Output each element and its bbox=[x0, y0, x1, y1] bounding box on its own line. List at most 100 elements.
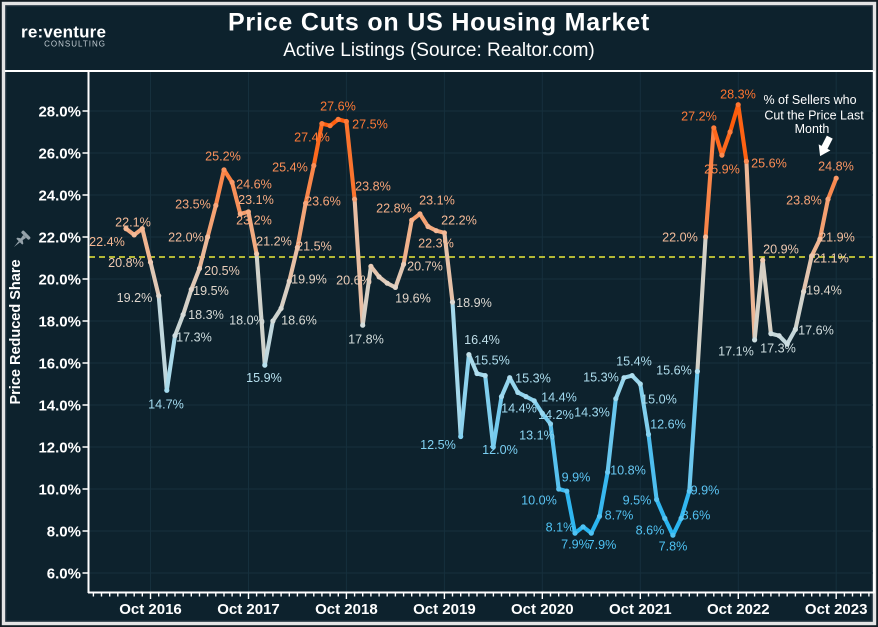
svg-text:17.3%: 17.3% bbox=[176, 330, 212, 344]
svg-text:7.9%: 7.9% bbox=[588, 538, 617, 552]
svg-text:12.5%: 12.5% bbox=[420, 438, 456, 452]
svg-text:9.5%: 9.5% bbox=[623, 493, 652, 507]
svg-text:25.9%: 25.9% bbox=[704, 162, 740, 176]
svg-text:22.2%: 22.2% bbox=[441, 213, 477, 227]
svg-text:18.3%: 18.3% bbox=[188, 308, 224, 322]
svg-text:Month: Month bbox=[795, 122, 830, 136]
svg-text:22.0%: 22.0% bbox=[38, 229, 81, 246]
svg-text:17.8%: 17.8% bbox=[348, 332, 384, 346]
svg-text:22.4%: 22.4% bbox=[89, 235, 125, 249]
svg-text:15.0%: 15.0% bbox=[641, 392, 677, 406]
svg-text:20.0%: 20.0% bbox=[38, 271, 81, 288]
svg-text:15.4%: 15.4% bbox=[616, 354, 652, 368]
svg-text:27.4%: 27.4% bbox=[294, 130, 330, 144]
svg-text:16.4%: 16.4% bbox=[464, 333, 500, 347]
svg-text:20.6%: 20.6% bbox=[336, 273, 372, 287]
svg-text:14.4%: 14.4% bbox=[541, 390, 577, 404]
svg-text:18.6%: 18.6% bbox=[281, 313, 317, 327]
svg-text:15.3%: 15.3% bbox=[583, 370, 619, 384]
svg-text:Oct 2023: Oct 2023 bbox=[805, 601, 868, 618]
svg-text:12.6%: 12.6% bbox=[650, 417, 686, 431]
svg-text:22.0%: 22.0% bbox=[662, 230, 698, 244]
svg-text:12.0%: 12.0% bbox=[38, 439, 81, 456]
svg-text:23.2%: 23.2% bbox=[236, 213, 272, 227]
svg-text:CONSULTING: CONSULTING bbox=[44, 40, 106, 49]
svg-text:28.0%: 28.0% bbox=[38, 103, 81, 120]
svg-text:24.6%: 24.6% bbox=[236, 177, 272, 191]
svg-text:23.8%: 23.8% bbox=[355, 179, 391, 193]
svg-text:18.0%: 18.0% bbox=[38, 313, 81, 330]
svg-text:21.1%: 21.1% bbox=[813, 251, 849, 265]
svg-text:22.0%: 22.0% bbox=[168, 230, 204, 244]
svg-text:7.9%: 7.9% bbox=[561, 537, 590, 551]
svg-text:27.6%: 27.6% bbox=[320, 99, 356, 113]
svg-text:Price Reduced Share: Price Reduced Share bbox=[8, 259, 24, 404]
svg-text:re:venture: re:venture bbox=[21, 23, 106, 42]
svg-text:20.9%: 20.9% bbox=[763, 242, 799, 256]
svg-text:8.6%: 8.6% bbox=[636, 523, 665, 537]
svg-text:9.9%: 9.9% bbox=[691, 483, 720, 497]
svg-text:7.8%: 7.8% bbox=[659, 539, 688, 553]
svg-text:23.6%: 23.6% bbox=[305, 194, 341, 208]
svg-text:15.5%: 15.5% bbox=[474, 353, 510, 367]
svg-text:23.5%: 23.5% bbox=[175, 197, 211, 211]
svg-text:19.9%: 19.9% bbox=[291, 272, 327, 286]
svg-text:24.8%: 24.8% bbox=[818, 159, 854, 173]
svg-text:21.5%: 21.5% bbox=[296, 239, 332, 253]
svg-text:15.9%: 15.9% bbox=[246, 371, 282, 385]
svg-text:20.7%: 20.7% bbox=[407, 259, 443, 273]
svg-text:16.0%: 16.0% bbox=[38, 355, 81, 372]
svg-text:19.4%: 19.4% bbox=[806, 283, 842, 297]
svg-text:19.2%: 19.2% bbox=[117, 291, 153, 305]
svg-text:8.7%: 8.7% bbox=[605, 508, 634, 522]
svg-text:19.6%: 19.6% bbox=[395, 291, 431, 305]
svg-text:Oct 2019: Oct 2019 bbox=[413, 601, 476, 618]
svg-text:21.9%: 21.9% bbox=[819, 230, 855, 244]
svg-text:Oct 2017: Oct 2017 bbox=[217, 601, 280, 618]
svg-text:14.2%: 14.2% bbox=[538, 408, 574, 422]
svg-text:23.8%: 23.8% bbox=[786, 193, 822, 207]
svg-text:23.1%: 23.1% bbox=[419, 193, 455, 207]
svg-text:24.0%: 24.0% bbox=[38, 187, 81, 204]
svg-text:20.5%: 20.5% bbox=[204, 264, 240, 278]
svg-text:8.1%: 8.1% bbox=[546, 520, 575, 534]
svg-text:17.1%: 17.1% bbox=[718, 344, 754, 358]
svg-text:Oct 2021: Oct 2021 bbox=[609, 601, 672, 618]
svg-text:17.3%: 17.3% bbox=[760, 341, 796, 355]
svg-text:26.0%: 26.0% bbox=[38, 145, 81, 162]
svg-text:% of Sellers who: % of Sellers who bbox=[763, 93, 856, 107]
svg-text:18.9%: 18.9% bbox=[456, 296, 492, 310]
svg-text:14.4%: 14.4% bbox=[501, 401, 537, 415]
svg-text:22.1%: 22.1% bbox=[115, 215, 151, 229]
svg-text:22.8%: 22.8% bbox=[376, 201, 412, 215]
svg-text:10.8%: 10.8% bbox=[610, 463, 646, 477]
svg-text:14.7%: 14.7% bbox=[148, 397, 184, 411]
svg-text:21.2%: 21.2% bbox=[256, 234, 292, 248]
svg-text:19.5%: 19.5% bbox=[193, 284, 229, 298]
svg-text:28.3%: 28.3% bbox=[720, 87, 756, 101]
svg-text:22.3%: 22.3% bbox=[418, 236, 454, 250]
svg-text:Active Listings (Source: Realt: Active Listings (Source: Realtor.com) bbox=[283, 40, 595, 61]
svg-text:23.1%: 23.1% bbox=[238, 193, 274, 207]
svg-text:Oct 2016: Oct 2016 bbox=[119, 601, 182, 618]
svg-text:15.6%: 15.6% bbox=[656, 363, 692, 377]
svg-text:27.2%: 27.2% bbox=[681, 109, 717, 123]
svg-text:Oct 2020: Oct 2020 bbox=[511, 601, 574, 618]
svg-text:27.5%: 27.5% bbox=[352, 117, 388, 131]
svg-text:8.0%: 8.0% bbox=[47, 523, 81, 540]
svg-text:9.9%: 9.9% bbox=[562, 470, 591, 484]
svg-text:12.0%: 12.0% bbox=[482, 443, 518, 457]
svg-text:Oct 2022: Oct 2022 bbox=[707, 601, 770, 618]
svg-text:17.6%: 17.6% bbox=[798, 323, 834, 337]
svg-text:Cut the Price Last: Cut the Price Last bbox=[764, 109, 864, 123]
svg-text:25.4%: 25.4% bbox=[272, 160, 308, 174]
svg-text:10.0%: 10.0% bbox=[521, 493, 557, 507]
svg-text:25.2%: 25.2% bbox=[205, 149, 241, 163]
svg-text:14.0%: 14.0% bbox=[38, 397, 81, 414]
svg-text:Oct 2018: Oct 2018 bbox=[315, 601, 378, 618]
svg-text:14.3%: 14.3% bbox=[574, 405, 610, 419]
svg-text:10.0%: 10.0% bbox=[38, 481, 81, 498]
svg-text:13.1%: 13.1% bbox=[519, 428, 555, 442]
svg-text:20.8%: 20.8% bbox=[108, 256, 144, 270]
svg-text:Price Cuts on US Housing Marke: Price Cuts on US Housing Market bbox=[228, 9, 650, 37]
